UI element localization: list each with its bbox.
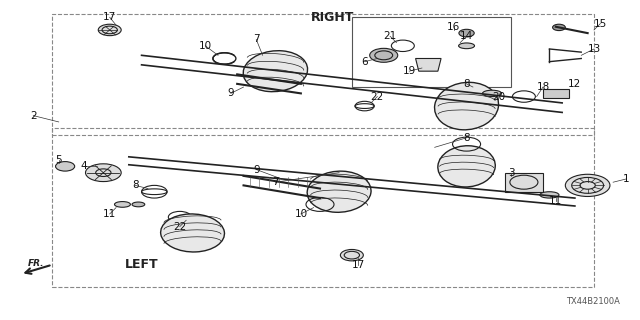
Bar [543,89,568,98]
Text: 15: 15 [594,19,607,28]
Text: 5: 5 [56,155,62,165]
Text: 12: 12 [568,79,582,89]
Ellipse shape [540,192,559,198]
Ellipse shape [438,146,495,187]
Text: 17: 17 [351,260,365,270]
Text: 1: 1 [623,174,629,184]
Text: FR.: FR. [28,259,45,268]
Text: 22: 22 [173,222,186,232]
Text: 8: 8 [463,133,470,143]
Ellipse shape [115,202,131,207]
Ellipse shape [435,82,499,130]
Text: 8: 8 [463,79,470,89]
Text: 9: 9 [253,164,260,174]
Ellipse shape [132,202,145,207]
Text: 7: 7 [253,35,260,44]
Ellipse shape [483,90,502,97]
Text: 13: 13 [588,44,600,54]
Ellipse shape [161,214,225,252]
Circle shape [340,250,364,261]
Bar [505,173,543,192]
Polygon shape [415,59,441,71]
Text: 17: 17 [103,12,116,22]
Circle shape [99,24,121,36]
Text: 20: 20 [492,92,505,101]
Text: 14: 14 [460,31,473,41]
Bar [352,17,511,87]
Circle shape [370,48,397,62]
Text: 7: 7 [272,177,278,187]
Text: 21: 21 [383,31,397,41]
Bar [52,128,594,287]
Circle shape [459,29,474,37]
Ellipse shape [459,43,474,49]
Circle shape [86,164,121,181]
Text: LEFT: LEFT [125,258,158,271]
Text: 3: 3 [508,168,515,178]
Circle shape [552,24,565,31]
Text: 2: 2 [30,111,36,121]
Circle shape [565,174,610,196]
Bar [52,14,594,135]
Text: 22: 22 [371,92,384,101]
Text: 16: 16 [447,22,460,32]
Text: 11: 11 [103,209,116,219]
Text: 4: 4 [81,161,88,171]
Text: 11: 11 [549,196,563,206]
Text: 10: 10 [199,41,212,51]
Ellipse shape [243,51,308,92]
Text: 18: 18 [536,82,550,92]
Text: 10: 10 [294,209,307,219]
Circle shape [56,162,75,171]
Text: TX44B2100A: TX44B2100A [566,297,620,306]
Ellipse shape [307,171,371,212]
Text: 8: 8 [132,180,138,190]
Text: 9: 9 [227,88,234,98]
Text: RIGHT: RIGHT [311,11,355,24]
Text: 19: 19 [403,66,416,76]
Text: 6: 6 [362,57,368,67]
